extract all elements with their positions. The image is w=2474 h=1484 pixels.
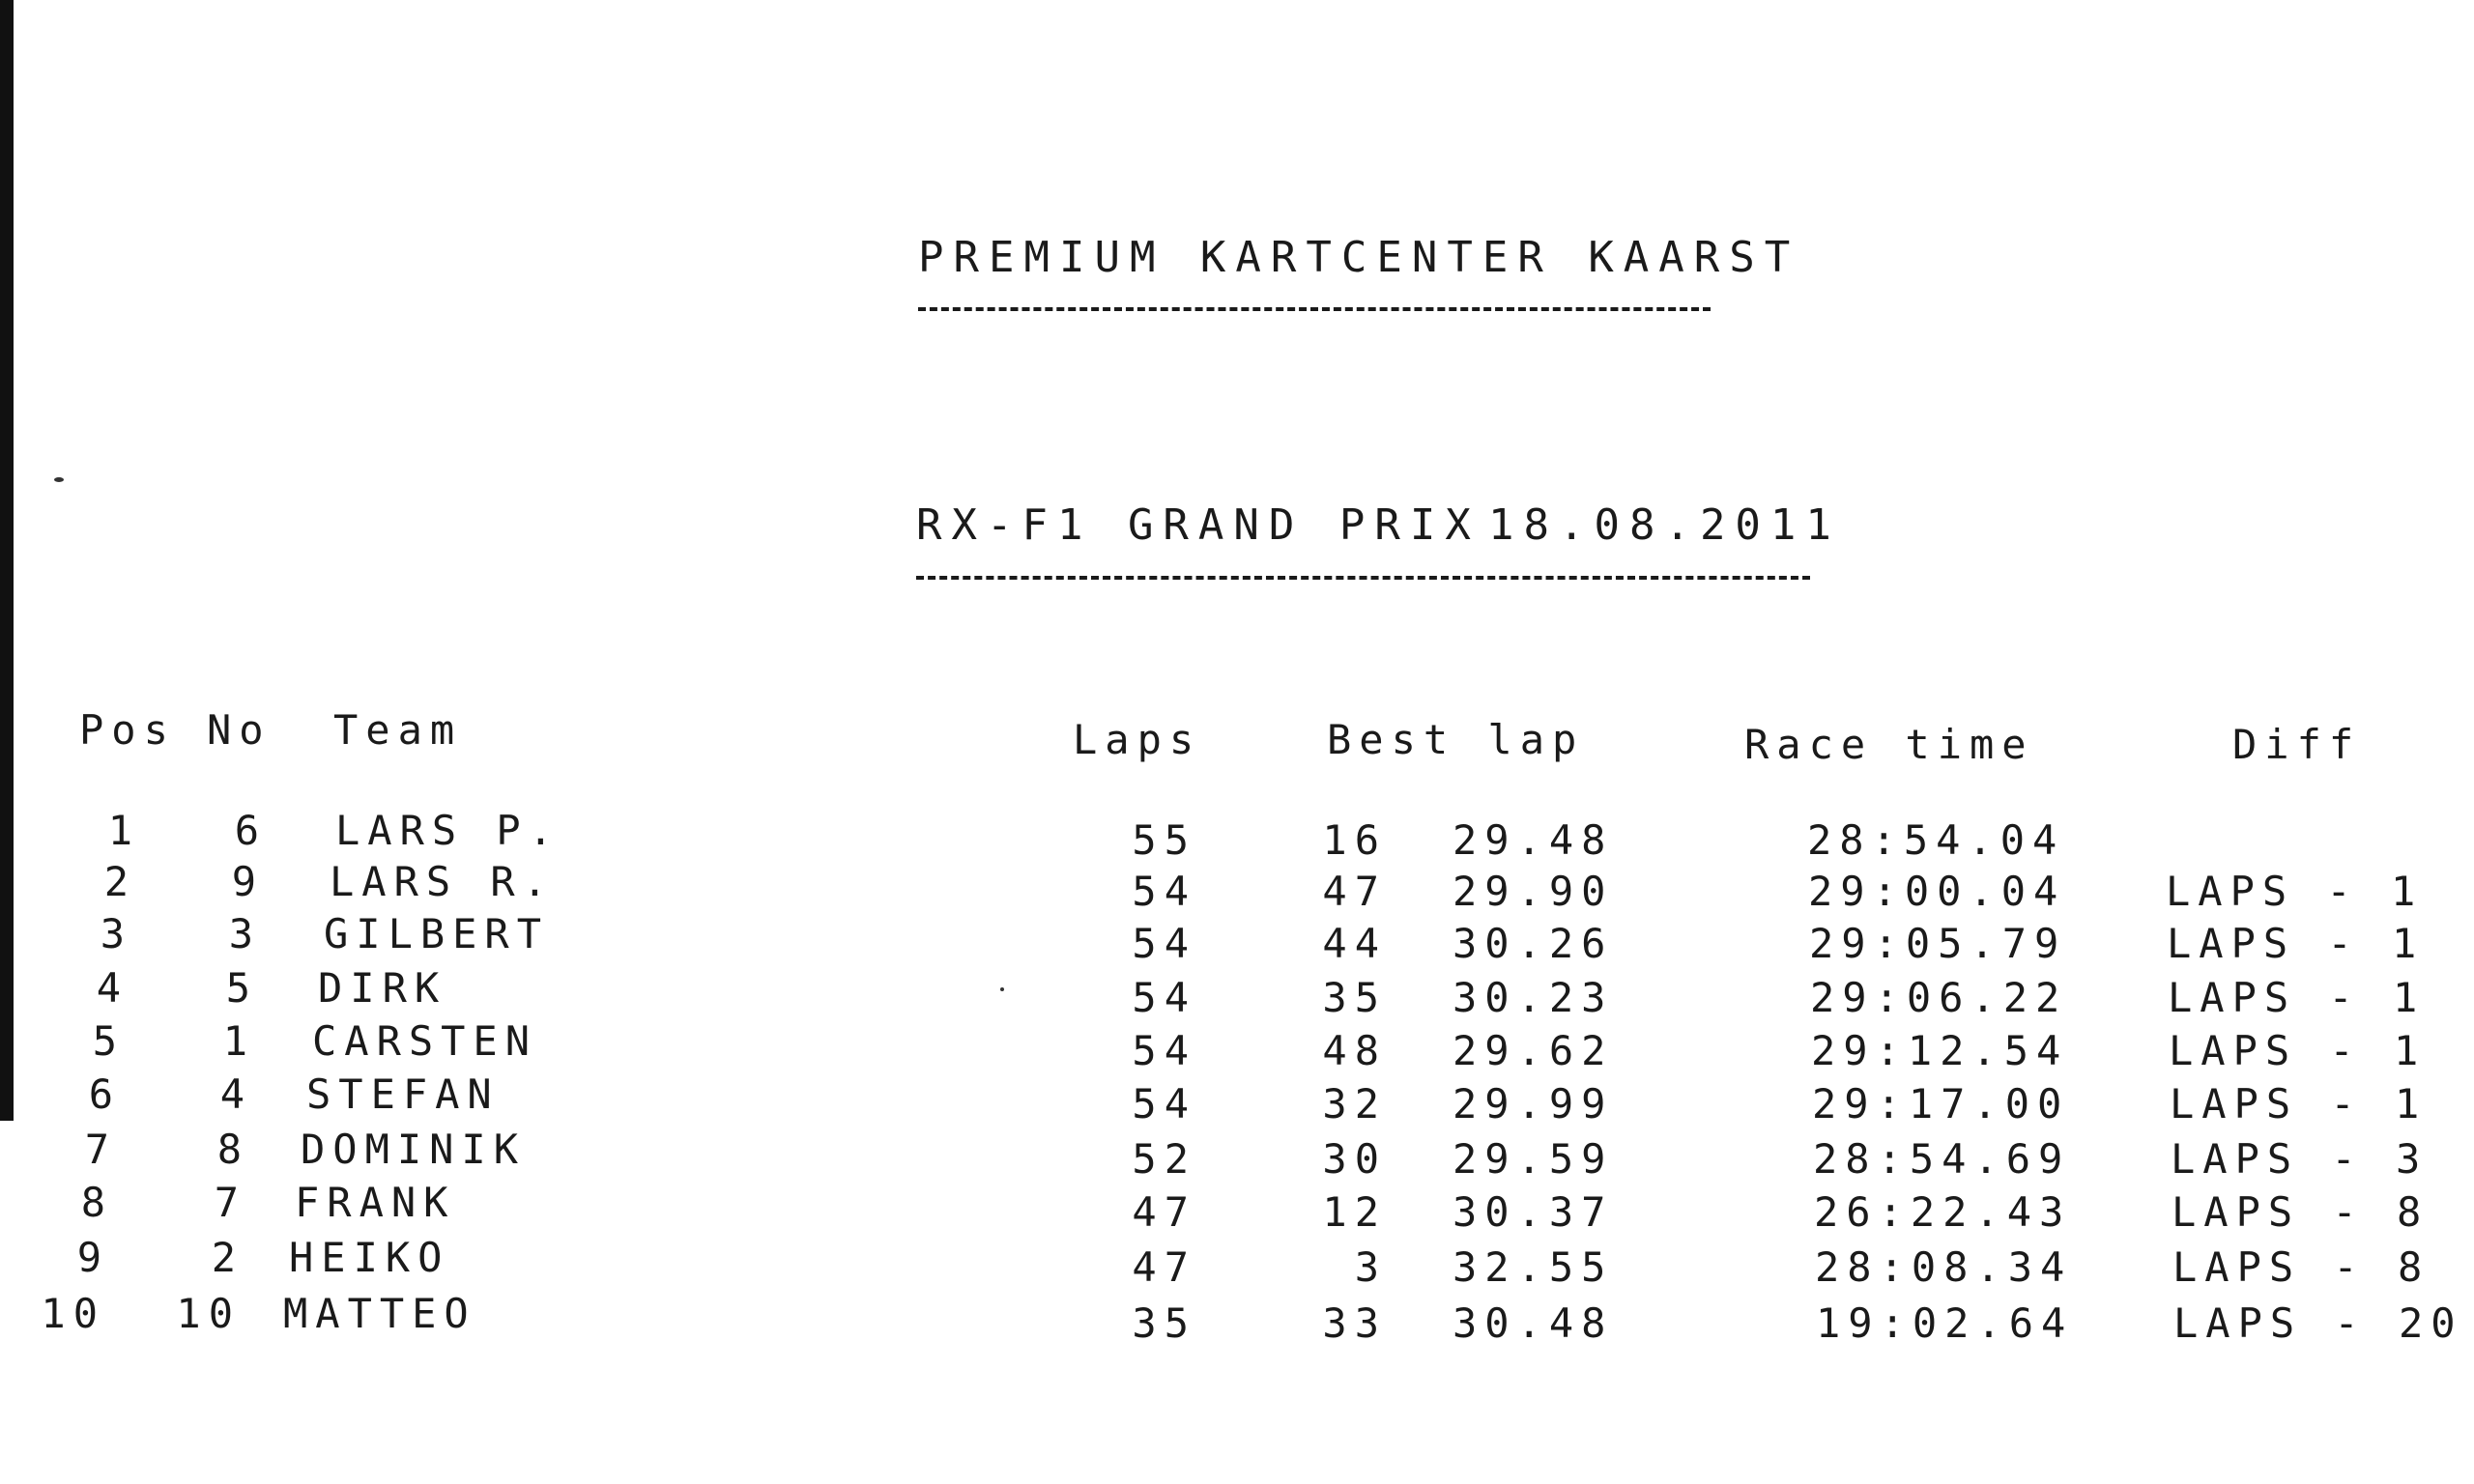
cell-best-lap-time: 30.26	[1453, 920, 1614, 967]
cell-laps: 54	[1132, 1080, 1196, 1127]
cell-pos: 2	[103, 858, 136, 905]
cell-race-time: 28:08.34	[1815, 1243, 2073, 1291]
cell-diff: LAPS - 3	[2171, 1135, 2429, 1183]
cell-best-lap-time: 29.62	[1453, 1027, 1614, 1074]
cell-best-lap-no: 3	[1354, 1243, 1387, 1291]
header-pos: Pos	[79, 706, 176, 754]
cell-no: 5	[225, 964, 258, 1012]
cell-diff: LAPS - 1	[2169, 1027, 2427, 1074]
cell-no: 3	[228, 910, 261, 957]
cell-best-lap-no: 44	[1322, 920, 1387, 967]
cell-race-time: 28:54.04	[1807, 816, 2065, 864]
cell-diff: LAPS - 1	[2167, 920, 2425, 967]
cell-team: MATTEO	[283, 1290, 476, 1337]
cell-no: 4	[219, 1070, 252, 1118]
cell-diff: LAPS - 8	[2172, 1243, 2431, 1291]
cell-best-lap-no: 32	[1322, 1080, 1387, 1127]
cell-race-time: 29:05.79	[1809, 920, 2067, 967]
cell-best-lap-time: 32.55	[1453, 1243, 1614, 1291]
cell-laps: 54	[1132, 868, 1196, 915]
cell-no: 9	[231, 858, 264, 905]
cell-no: 7	[214, 1179, 246, 1226]
venue-title-underline	[918, 307, 1711, 311]
cell-race-time: 29:06.22	[1810, 974, 2068, 1021]
scan-edge	[0, 0, 14, 1121]
cell-best-lap-time: 30.48	[1453, 1299, 1614, 1347]
cell-laps: 54	[1132, 920, 1196, 967]
cell-team: CARSTEN	[312, 1017, 538, 1065]
event-title-underline	[916, 576, 1810, 580]
cell-team: LARS P.	[335, 807, 561, 854]
cell-no: 1	[222, 1017, 255, 1065]
scan-speck	[54, 477, 64, 482]
cell-best-lap-no: 48	[1322, 1027, 1387, 1074]
cell-diff: LAPS - 1	[2168, 974, 2426, 1021]
cell-pos: 9	[76, 1234, 109, 1281]
cell-best-lap-no: 12	[1322, 1188, 1387, 1236]
header-diff: Diff	[2232, 721, 2362, 768]
header-team: Team	[333, 706, 463, 754]
cell-laps: 54	[1132, 1027, 1196, 1074]
cell-best-lap-no: 33	[1322, 1299, 1387, 1347]
cell-team: FRANK	[295, 1179, 456, 1226]
event-date: 18.08.2011	[1488, 500, 1841, 550]
cell-team: DOMINIK	[301, 1126, 527, 1173]
cell-pos: 7	[84, 1126, 117, 1173]
cell-race-time: 29:00.04	[1808, 868, 2066, 915]
cell-no: 10	[176, 1290, 241, 1337]
header-no: No	[207, 706, 272, 754]
cell-pos: 6	[88, 1070, 121, 1118]
cell-no: 8	[216, 1126, 249, 1173]
cell-race-time: 19:02.64	[1816, 1299, 2074, 1347]
cell-best-lap-time: 29.59	[1453, 1135, 1614, 1183]
cell-pos: 3	[100, 910, 132, 957]
cell-pos: 5	[92, 1017, 125, 1065]
cell-team: HEIKO	[289, 1234, 450, 1281]
cell-team: DIRK	[318, 964, 447, 1012]
cell-laps: 55	[1132, 816, 1196, 864]
cell-laps: 35	[1132, 1299, 1196, 1347]
header-best-lap: Best lap	[1327, 716, 1585, 763]
cell-team: GILBERT	[324, 910, 550, 957]
cell-pos: 8	[80, 1179, 113, 1226]
cell-no: 2	[211, 1234, 244, 1281]
scan-speck	[1000, 987, 1004, 991]
cell-laps: 47	[1132, 1243, 1196, 1291]
cell-no: 6	[234, 807, 267, 854]
cell-diff: LAPS - 8	[2172, 1188, 2430, 1236]
cell-laps: 54	[1132, 974, 1196, 1021]
cell-best-lap-no: 30	[1322, 1135, 1387, 1183]
cell-race-time: 29:17.00	[1812, 1080, 2070, 1127]
cell-best-lap-time: 30.37	[1453, 1188, 1614, 1236]
cell-team: STEFAN	[306, 1070, 500, 1118]
cell-pos: 10	[41, 1290, 105, 1337]
cell-laps: 47	[1132, 1188, 1196, 1236]
cell-best-lap-no: 35	[1322, 974, 1387, 1021]
cell-diff: LAPS - 1	[2166, 868, 2424, 915]
cell-team: LARS R.	[330, 858, 556, 905]
event-title: RX-F1 GRAND PRIX	[916, 500, 1481, 550]
cell-best-lap-time: 30.23	[1453, 974, 1614, 1021]
cell-diff: LAPS - 20	[2173, 1299, 2463, 1347]
cell-race-time: 29:12.54	[1811, 1027, 2069, 1074]
cell-best-lap-time: 29.48	[1453, 816, 1614, 864]
cell-pos: 1	[107, 807, 140, 854]
header-race-time: Race time	[1744, 721, 2034, 768]
cell-race-time: 28:54.69	[1813, 1135, 2071, 1183]
cell-diff: LAPS - 1	[2170, 1080, 2428, 1127]
cell-best-lap-time: 29.90	[1453, 868, 1614, 915]
header-laps: Laps	[1073, 716, 1202, 763]
cell-best-lap-time: 29.99	[1453, 1080, 1614, 1127]
cell-best-lap-no: 47	[1322, 868, 1387, 915]
venue-title: PREMIUM KARTCENTER KAARST	[918, 233, 1800, 282]
cell-laps: 52	[1132, 1135, 1196, 1183]
cell-pos: 4	[96, 964, 129, 1012]
cell-best-lap-no: 16	[1322, 816, 1387, 864]
cell-race-time: 26:22.43	[1814, 1188, 2072, 1236]
